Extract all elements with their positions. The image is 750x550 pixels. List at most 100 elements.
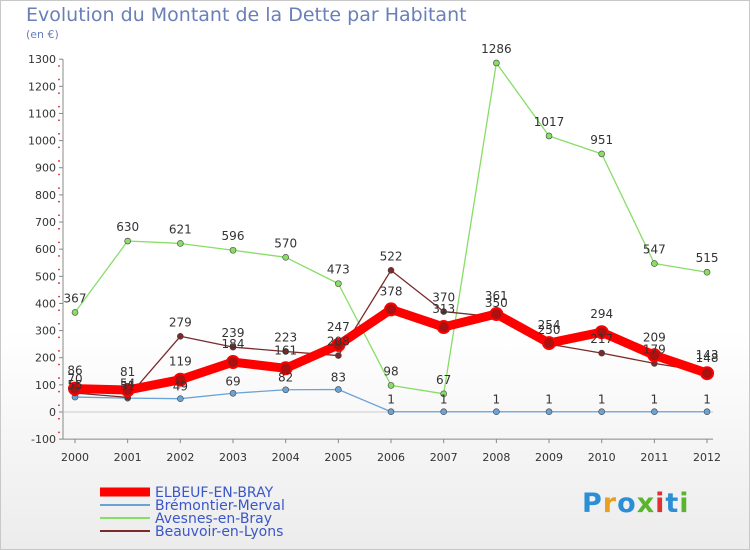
logo-letter: x (636, 488, 656, 519)
data-label: 1017 (534, 115, 565, 129)
y-tick-label: 700 (35, 216, 56, 229)
data-point (177, 395, 184, 403)
data-label: 223 (274, 330, 297, 344)
data-point (173, 372, 188, 387)
data-point (177, 332, 184, 340)
data-label: 361 (485, 289, 508, 303)
y-tick-label: -100 (31, 433, 56, 446)
y-tick-label: 1200 (28, 80, 56, 93)
data-label: 67 (436, 373, 451, 387)
y-minor-dot (58, 92, 60, 95)
data-point (436, 320, 451, 335)
legend-label: Brémontier-Merval (155, 498, 285, 514)
y-minor-dot (58, 377, 60, 379)
data-label: 1 (651, 393, 659, 407)
x-tick-label: 2011 (640, 451, 668, 464)
data-label: 1 (545, 393, 553, 407)
data-label: 239 (222, 326, 245, 340)
y-minor-dot (58, 336, 60, 339)
y-minor-dot (58, 255, 60, 257)
data-label: 473 (327, 263, 350, 277)
x-tick-label: 2010 (588, 451, 616, 464)
logo-letter: r (602, 488, 618, 519)
unit-label: (en €) (26, 28, 59, 41)
data-label: 294 (590, 307, 613, 321)
data-label: 143 (696, 348, 719, 362)
data-point (226, 355, 241, 370)
x-tick-label: 2008 (482, 451, 510, 464)
data-label: 1 (598, 393, 606, 407)
y-minor-dot (58, 78, 60, 81)
y-minor-dot (58, 200, 60, 203)
data-label: 370 (432, 291, 455, 305)
data-point (335, 280, 342, 287)
data-point (177, 240, 184, 247)
data-label: 119 (169, 355, 192, 369)
data-point (489, 307, 504, 322)
data-label: 951 (590, 133, 613, 147)
y-minor-dot (58, 65, 60, 67)
legend-label: Beauvoir-en-Lyons (155, 524, 283, 540)
data-point (700, 366, 715, 381)
y-minor-dot (58, 160, 60, 162)
data-label: 209 (643, 330, 666, 344)
data-label: 161 (274, 343, 297, 357)
y-tick-label: 800 (35, 189, 56, 202)
y-minor-dot (58, 268, 60, 271)
y-tick-label: 400 (35, 297, 56, 310)
data-point (278, 361, 293, 376)
data-label: 367 (64, 291, 87, 305)
y-minor-dot (58, 363, 60, 366)
data-point (703, 268, 711, 276)
data-label: 247 (327, 320, 350, 334)
logo-letter: P (582, 488, 603, 519)
x-tick-label: 2005 (324, 451, 352, 464)
data-point (651, 260, 658, 267)
y-minor-dot (58, 390, 60, 393)
data-label: 1 (703, 393, 711, 407)
logo-letter: o (617, 488, 637, 519)
x-tick-label: 2002 (166, 451, 194, 464)
data-point (120, 383, 135, 398)
data-point (387, 408, 395, 416)
data-label: 250 (538, 323, 561, 337)
data-point (229, 343, 237, 351)
data-label: 1 (493, 393, 501, 407)
data-label: 630 (116, 220, 139, 234)
data-point (124, 237, 131, 245)
x-tick-label: 2000 (61, 451, 89, 464)
data-label: 378 (380, 284, 403, 298)
data-label: 522 (380, 249, 403, 263)
data-label: 1 (440, 393, 448, 407)
data-label: 621 (169, 222, 192, 236)
y-tick-label: 300 (35, 325, 56, 338)
y-minor-dot (58, 282, 60, 284)
data-point (651, 408, 658, 416)
data-label: 547 (643, 243, 666, 257)
x-tick-label: 2004 (272, 451, 300, 464)
data-label: 70 (67, 372, 82, 386)
y-tick-label: 100 (35, 379, 56, 392)
data-label: 208 (327, 335, 350, 349)
data-label: 217 (590, 332, 613, 346)
data-point (387, 267, 395, 274)
data-point (282, 254, 289, 261)
data-point (229, 389, 237, 397)
data-point (545, 408, 553, 416)
x-tick-label: 2006 (377, 451, 405, 464)
x-tick-label: 2007 (430, 451, 458, 464)
logo-letter: i (679, 488, 690, 519)
data-label: 81 (120, 365, 135, 379)
data-label: 254 (538, 318, 561, 332)
data-label: 596 (222, 229, 245, 243)
data-label: 55 (67, 378, 82, 392)
y-minor-dot (58, 350, 60, 352)
y-minor-dot (58, 227, 60, 230)
logo-letter: t (665, 488, 680, 519)
data-label: 49 (173, 380, 188, 394)
data-point (440, 308, 447, 315)
y-tick-label: 1000 (28, 135, 56, 148)
x-tick-label: 2012 (693, 451, 721, 464)
y-minor-dot (58, 322, 60, 325)
